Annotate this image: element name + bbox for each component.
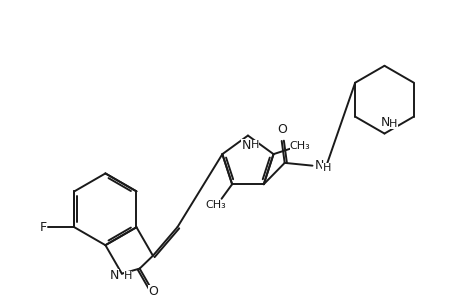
Text: N: N <box>109 269 119 282</box>
Text: H: H <box>124 271 132 281</box>
Text: N: N <box>381 116 390 129</box>
Text: O: O <box>148 285 158 298</box>
Text: H: H <box>251 140 259 149</box>
Text: O: O <box>277 123 286 136</box>
Text: N: N <box>315 159 324 172</box>
Text: N: N <box>241 139 251 152</box>
Text: F: F <box>40 221 47 234</box>
Text: CH₃: CH₃ <box>290 141 310 151</box>
Text: CH₃: CH₃ <box>205 200 226 210</box>
Text: H: H <box>389 118 398 129</box>
Text: H: H <box>322 163 331 172</box>
